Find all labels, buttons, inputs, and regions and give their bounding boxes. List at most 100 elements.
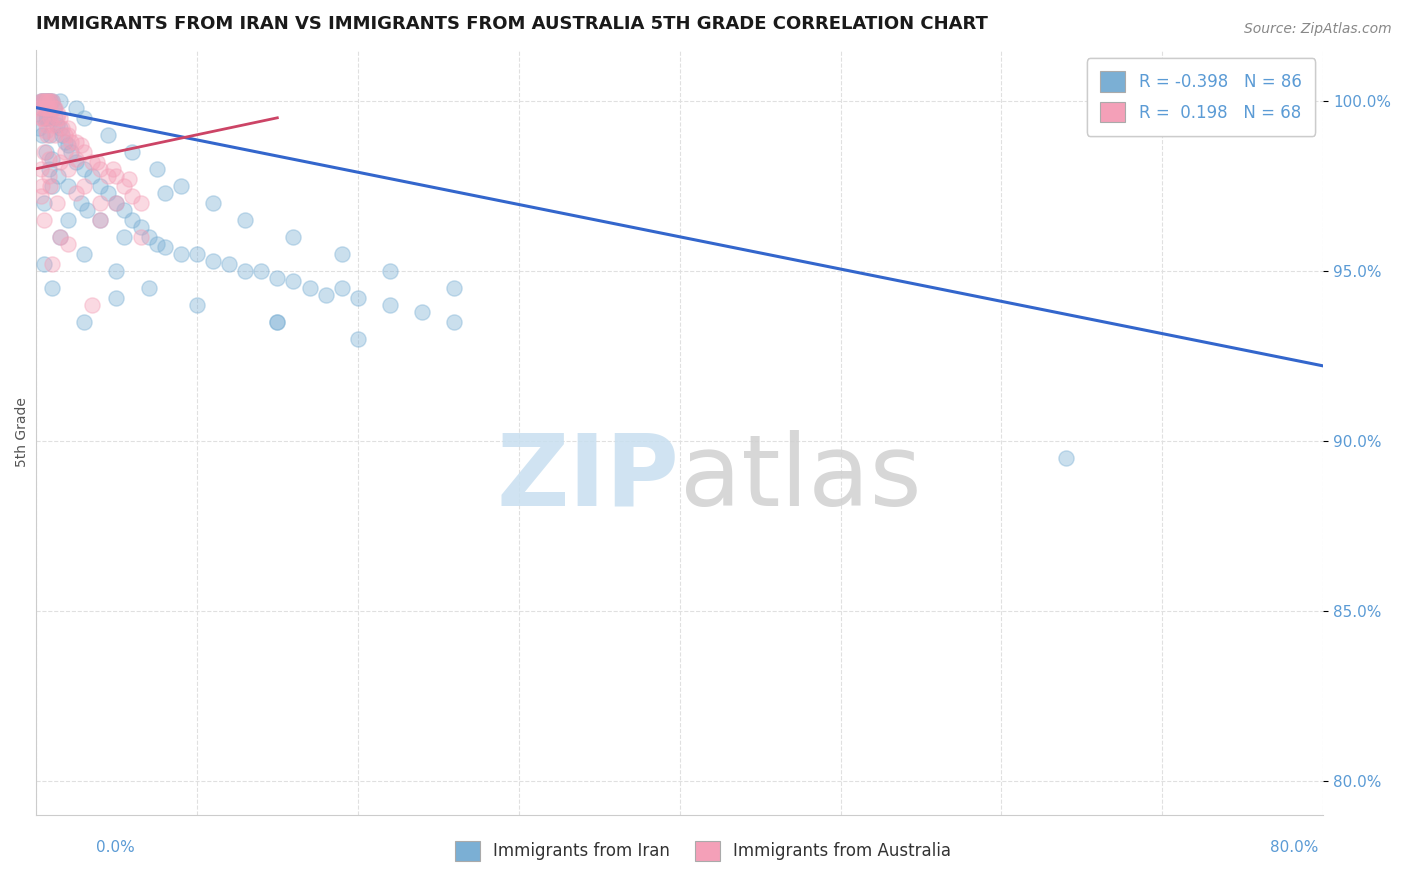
Point (34, 94, 56, 108)
Point (138, 281, 160, 295)
Text: ZIP: ZIP (496, 430, 679, 526)
Point (56, 121, 79, 136)
Point (89, 195, 111, 210)
Point (65, 155, 87, 169)
Point (37, 111, 59, 125)
Point (82, 155, 104, 169)
Point (49, 229, 72, 244)
Point (153, 240, 176, 254)
Point (138, 229, 160, 244)
Point (38, 161, 60, 176)
Point (170, 246, 193, 260)
Point (38, 94, 60, 108)
Point (60, 135, 83, 149)
Point (53, 135, 76, 149)
Point (42, 101, 65, 115)
Point (39, 94, 62, 108)
Point (49, 94, 72, 108)
Point (129, 195, 152, 210)
Point (34, 111, 56, 125)
Point (233, 212, 256, 227)
Point (44, 111, 66, 125)
Point (65, 186, 87, 200)
Point (121, 145, 143, 159)
Point (34, 94, 56, 108)
Text: IMMIGRANTS FROM IRAN VS IMMIGRANTS FROM AUSTRALIA 5TH GRADE CORRELATION CHART: IMMIGRANTS FROM IRAN VS IMMIGRANTS FROM … (37, 15, 988, 33)
Point (315, 287, 337, 301)
Point (56, 128, 79, 142)
Point (121, 212, 143, 227)
Point (51, 128, 73, 142)
Y-axis label: 5th Grade: 5th Grade (15, 397, 30, 467)
Text: atlas: atlas (679, 430, 921, 526)
Point (31, 178, 53, 193)
Legend: Immigrants from Iran, Immigrants from Australia: Immigrants from Iran, Immigrants from Au… (449, 834, 957, 868)
Point (41, 281, 63, 295)
Point (346, 332, 368, 346)
Point (378, 264, 401, 278)
Point (31, 111, 53, 125)
Point (218, 257, 240, 271)
Point (105, 264, 128, 278)
Point (41, 152, 63, 166)
Point (97, 186, 120, 200)
Point (266, 315, 288, 329)
Text: 0.0%: 0.0% (96, 840, 135, 855)
Text: Source: ZipAtlas.com: Source: ZipAtlas.com (1244, 22, 1392, 37)
Point (283, 274, 305, 288)
Point (45, 111, 67, 125)
Point (42, 101, 65, 115)
Point (73, 111, 96, 125)
Point (56, 161, 79, 176)
Point (41, 178, 63, 193)
Point (250, 264, 273, 278)
Point (30, 94, 52, 108)
Point (73, 145, 96, 159)
Point (39, 128, 62, 142)
Point (32, 94, 55, 108)
Point (70, 138, 93, 153)
Point (129, 229, 152, 244)
Point (70, 195, 93, 210)
Point (32, 111, 55, 125)
Point (32, 212, 55, 227)
Point (28, 121, 51, 136)
Point (283, 229, 305, 244)
Point (145, 236, 167, 251)
Point (31, 128, 53, 142)
Point (30, 189, 52, 203)
Point (56, 178, 79, 193)
Point (89, 178, 111, 193)
Point (38, 94, 60, 108)
Point (65, 101, 87, 115)
Point (411, 304, 433, 318)
Legend: R = -0.398   N = 86, R =  0.198   N = 68: R = -0.398 N = 86, R = 0.198 N = 68 (1087, 58, 1315, 136)
Point (38, 111, 60, 125)
Point (82, 298, 104, 312)
Point (105, 195, 128, 210)
Point (49, 155, 72, 169)
Point (114, 178, 136, 193)
Point (443, 281, 465, 295)
Point (378, 298, 401, 312)
Point (41, 94, 63, 108)
Point (186, 298, 208, 312)
Point (1054, 450, 1077, 465)
Point (60, 145, 83, 159)
Point (145, 161, 167, 176)
Point (41, 118, 63, 132)
Point (28, 101, 51, 115)
Point (89, 161, 111, 176)
Point (30, 101, 52, 115)
Point (129, 219, 152, 234)
Point (201, 253, 224, 268)
Point (53, 128, 76, 142)
Point (31, 94, 53, 108)
Point (32, 94, 55, 108)
Point (443, 315, 465, 329)
Point (65, 152, 87, 166)
Point (37, 128, 59, 142)
Point (114, 202, 136, 217)
Point (56, 138, 79, 153)
Point (298, 281, 321, 295)
